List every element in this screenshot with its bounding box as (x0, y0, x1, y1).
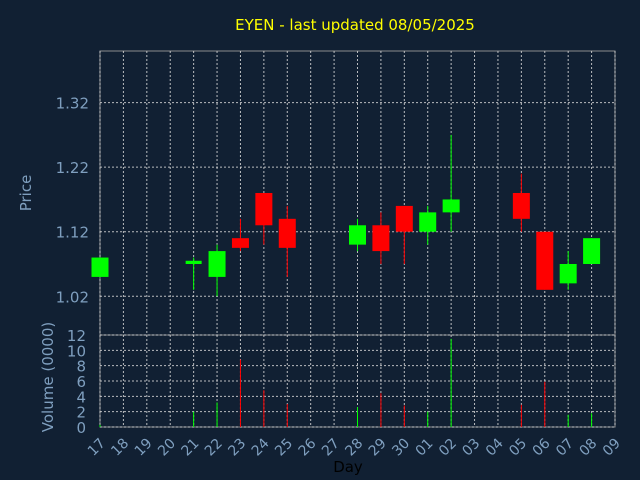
candle-body (419, 212, 437, 232)
candle-body (185, 260, 202, 264)
candle-body (255, 193, 273, 226)
candle-body (91, 257, 109, 277)
volume-tick-label: 2 (76, 404, 86, 422)
price-axis-label: Price (17, 175, 35, 212)
candle-body (395, 205, 413, 232)
volume-tick-label: 12 (67, 327, 86, 345)
volume-tick-label: 0 (76, 419, 86, 437)
price-tick-label: 1.22 (56, 159, 89, 177)
candle-body (583, 238, 601, 264)
volume-tick-label: 4 (76, 388, 86, 406)
candle-body (208, 251, 226, 277)
price-tick-label: 1.32 (56, 95, 89, 113)
candle-body (536, 231, 554, 290)
candle-body (559, 264, 577, 284)
volume-tick-label: 8 (76, 358, 86, 376)
volume-tick-label: 10 (67, 342, 86, 360)
candle-body (442, 199, 460, 213)
chart-title: EYEN - last updated 08/05/2025 (235, 16, 475, 34)
candle-body (231, 238, 249, 248)
candle-body (372, 225, 390, 252)
x-axis-label: Day (333, 458, 363, 476)
candle-body (349, 225, 366, 245)
volume-tick-label: 6 (76, 373, 86, 391)
candle-body (512, 193, 530, 219)
volume-axis-label: Volume (0000) (39, 322, 57, 432)
price-panel: 1.02 1.12 1.22 1.32 Price (17, 50, 616, 336)
candle-body (278, 218, 296, 248)
price-tick-label: 1.02 (56, 288, 89, 306)
price-tick-label: 1.12 (56, 224, 89, 242)
